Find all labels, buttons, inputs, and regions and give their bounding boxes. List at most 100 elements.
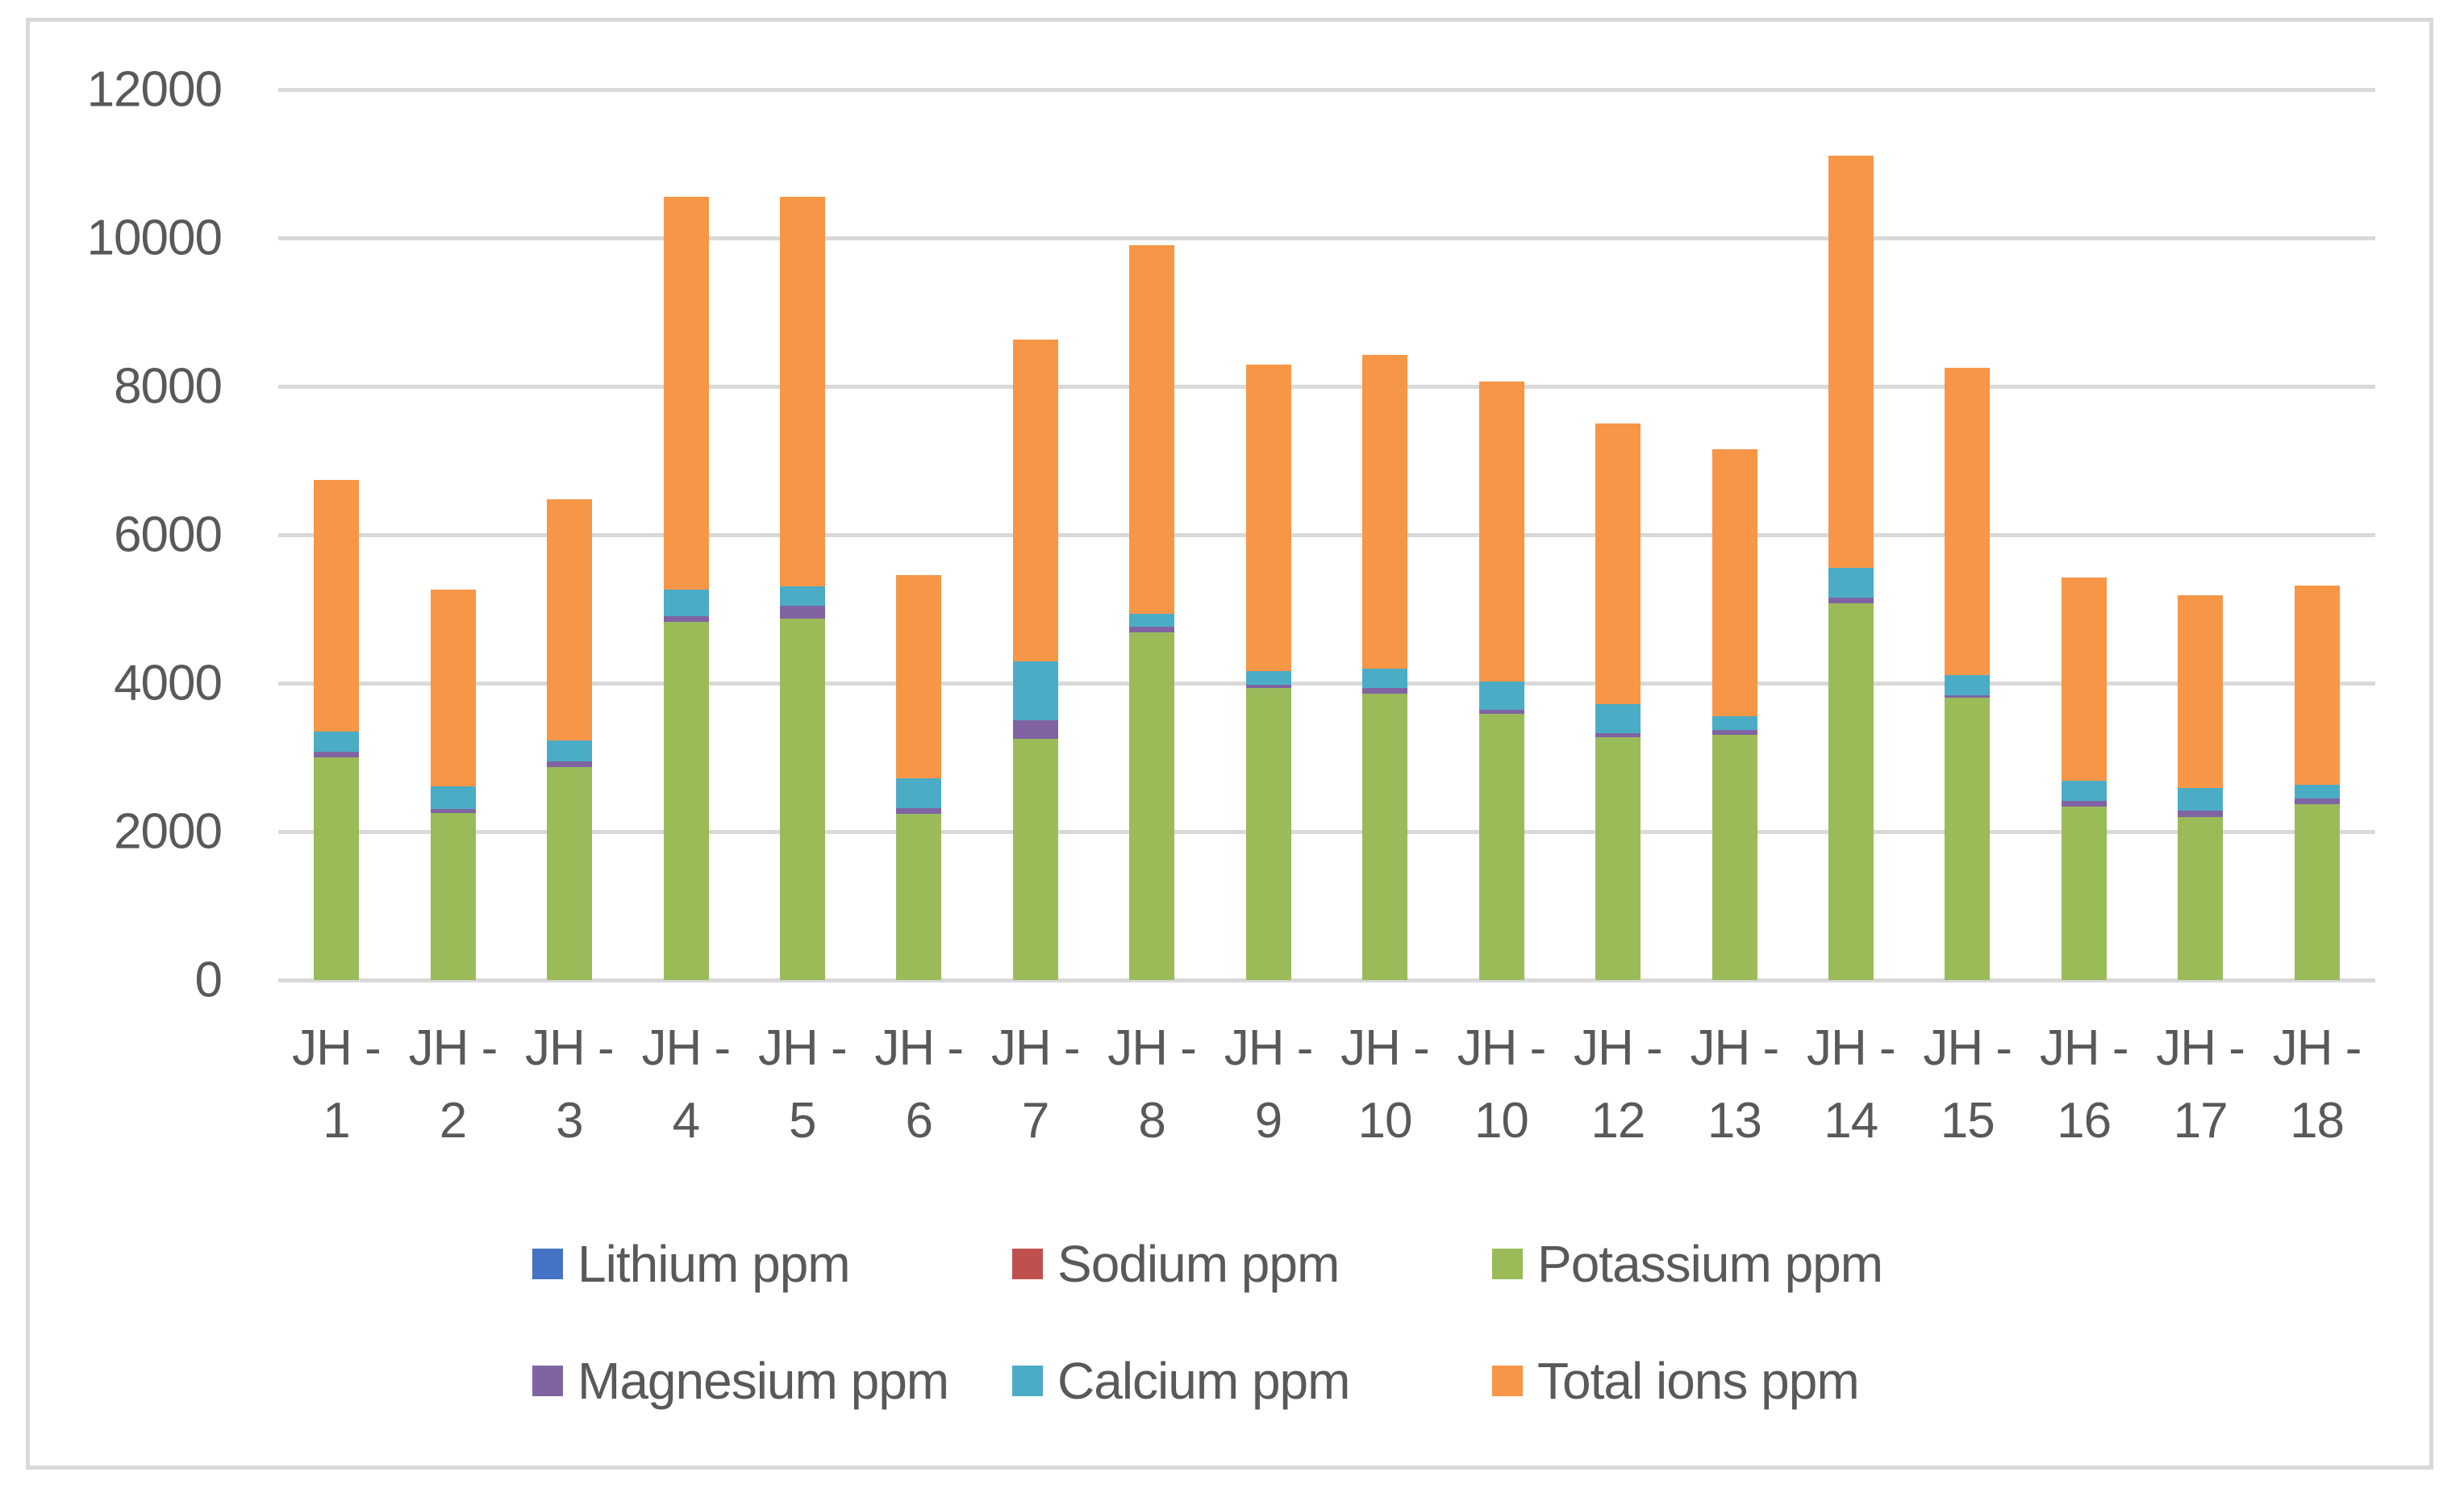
x-tick-label-line2: 5 <box>789 1093 816 1149</box>
gridline <box>278 533 2375 537</box>
legend-label: Sodium ppm <box>1057 1235 1340 1293</box>
x-tick-label-line2: 1 <box>323 1093 350 1149</box>
x-tick-label: JH - 12 <box>1560 1012 1676 1157</box>
bar-segment-total-ions-ppm <box>2178 594 2224 788</box>
x-tick-label: JH - 8 <box>1094 1012 1210 1157</box>
bar-segment-magnesium-ppm <box>1595 732 1641 738</box>
x-tick-label: JH - 10 <box>1443 1012 1559 1157</box>
bar-segment-calcium-ppm <box>2061 781 2107 802</box>
x-tick-label: JH - 9 <box>1211 1012 1327 1157</box>
bar-segment-total-ions-ppm <box>1828 155 1874 569</box>
bar-segment-magnesium-ppm <box>2294 798 2340 804</box>
x-tick-label-line2: 9 <box>1254 1093 1282 1149</box>
x-tick-label: JH - 6 <box>861 1012 977 1157</box>
bar-segment-magnesium-ppm <box>780 606 825 619</box>
bar-segment-total-ions-ppm <box>547 498 593 740</box>
bar-segment-potassium-ppm <box>896 813 942 980</box>
x-tick-label-line2: 10 <box>1474 1093 1529 1149</box>
bar-stack <box>1245 365 1291 980</box>
bar-stack <box>1595 423 1641 980</box>
legend-label: Total ions ppm <box>1537 1352 1860 1410</box>
bar-segment-calcium-ppm <box>430 786 476 810</box>
x-tick-label-line1: JH - <box>408 1020 498 1076</box>
bar-segment-potassium-ppm <box>1828 603 1874 980</box>
bar-stack <box>1711 449 1757 980</box>
bar-segment-magnesium-ppm <box>314 751 360 757</box>
x-tick-label: JH - 5 <box>744 1012 861 1157</box>
x-tick-label-line1: JH - <box>1340 1020 1430 1076</box>
bar-stack <box>2061 578 2107 980</box>
y-tick-label: 10000 <box>86 210 223 266</box>
bar-segment-potassium-ppm <box>1711 735 1757 980</box>
y-tick-label: 6000 <box>114 507 223 563</box>
bar-stack <box>314 479 360 980</box>
bar-segment-total-ions-ppm <box>1711 449 1757 717</box>
x-tick-label-line1: JH - <box>990 1020 1081 1076</box>
x-tick-label-line2: 17 <box>2173 1093 2228 1149</box>
bar-stack <box>1129 245 1175 980</box>
bar-segment-total-ions-ppm <box>430 590 476 786</box>
x-tick-label-line2: 10 <box>1357 1093 1413 1149</box>
x-tick-label-line1: JH - <box>1574 1020 1663 1076</box>
bar-stack <box>2178 594 2224 980</box>
bar-stack <box>896 574 942 980</box>
bar-segment-calcium-ppm <box>2294 785 2340 799</box>
y-tick-label: 8000 <box>114 358 223 415</box>
bar-segment-magnesium-ppm <box>547 761 593 767</box>
x-tick-label-line2: 7 <box>1021 1093 1049 1149</box>
x-tick-label: JH - 13 <box>1676 1012 1792 1157</box>
x-tick-label-line2: 12 <box>1591 1093 1645 1149</box>
bar-stack <box>663 196 709 980</box>
bar-segment-potassium-ppm <box>1945 698 1991 980</box>
x-tick-label-line2: 14 <box>1824 1093 1878 1149</box>
x-tick-label: JH - 10 <box>1327 1012 1443 1157</box>
x-tick-label: JH - 14 <box>1793 1012 1909 1157</box>
legend-item: Potassium ppm <box>1492 1234 1883 1294</box>
legend-label: Magnesium ppm <box>577 1352 949 1410</box>
x-tick-label-line1: JH - <box>292 1020 381 1076</box>
bar-segment-total-ions-ppm <box>1362 355 1408 669</box>
y-tick-label: 2000 <box>114 803 223 860</box>
x-tick-label: JH - 16 <box>2026 1012 2142 1157</box>
gridline <box>278 978 2375 982</box>
x-tick-label-line1: JH - <box>874 1020 964 1076</box>
legend-swatch-icon <box>1012 1366 1043 1396</box>
x-tick-label-line1: JH - <box>1224 1020 1314 1076</box>
chart-frame <box>26 18 2433 1470</box>
x-tick-label-line2: 6 <box>905 1093 932 1149</box>
bar-segment-magnesium-ppm <box>1478 710 1524 714</box>
x-tick-label-line2: 4 <box>672 1093 700 1149</box>
bar-segment-magnesium-ppm <box>663 616 709 622</box>
legend-item: Total ions ppm <box>1492 1351 1860 1411</box>
bar-segment-calcium-ppm <box>314 731 360 752</box>
bar-stack <box>430 590 476 980</box>
bar-segment-calcium-ppm <box>663 590 709 617</box>
bar-segment-total-ions-ppm <box>1945 368 1991 675</box>
bar-segment-potassium-ppm <box>1129 632 1175 980</box>
bar-segment-magnesium-ppm <box>1711 729 1757 736</box>
bar-segment-magnesium-ppm <box>1245 684 1291 689</box>
bar-segment-calcium-ppm <box>1828 568 1874 598</box>
bar-segment-potassium-ppm <box>2178 816 2224 980</box>
x-tick-label: JH - 2 <box>394 1012 511 1157</box>
bar-segment-calcium-ppm <box>896 778 942 808</box>
bar-segment-total-ions-ppm <box>1245 365 1291 672</box>
x-tick-label: JH - 1 <box>278 1012 394 1157</box>
bar-segment-calcium-ppm <box>2178 787 2224 811</box>
legend-item: Calcium ppm <box>1012 1351 1350 1411</box>
bar-stack <box>1012 340 1058 980</box>
bar-segment-total-ions-ppm <box>1478 381 1524 682</box>
bar-stack <box>780 196 825 980</box>
x-tick-label-line1: JH - <box>641 1020 732 1076</box>
bar-segment-total-ions-ppm <box>2294 585 2340 786</box>
bar-segment-magnesium-ppm <box>1012 720 1058 739</box>
gridline <box>278 830 2375 834</box>
legend-swatch-icon <box>1492 1249 1523 1279</box>
bar-segment-potassium-ppm <box>430 813 476 980</box>
x-tick-label-line1: JH - <box>1690 1020 1780 1076</box>
bar-segment-potassium-ppm <box>663 621 709 980</box>
x-tick-label-line2: 3 <box>556 1093 583 1149</box>
x-tick-label-line1: JH - <box>525 1020 615 1076</box>
y-tick-label: 4000 <box>114 655 223 711</box>
x-tick-label-line1: JH - <box>1457 1020 1547 1076</box>
